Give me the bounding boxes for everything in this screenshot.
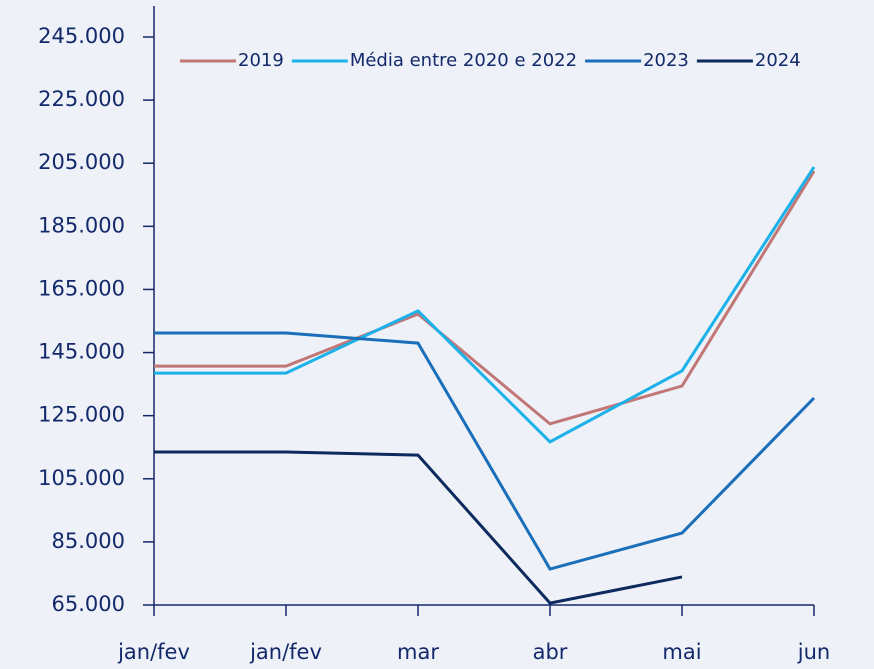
x-tick-label: mar xyxy=(397,640,439,664)
x-tick-label: abr xyxy=(533,640,568,664)
x-tick-label: mai xyxy=(662,640,701,664)
y-tick-label: 225.000 xyxy=(38,87,125,111)
y-tick-label: 145.000 xyxy=(38,340,125,364)
series-line xyxy=(154,166,816,444)
legend-label: 2024 xyxy=(755,50,801,71)
x-tick-label: jan/fev xyxy=(117,640,190,664)
legend-label: 2019 xyxy=(238,50,284,71)
x-tick-label: jan/fev xyxy=(249,640,322,664)
legend-label: 2023 xyxy=(643,50,689,71)
y-tick-label: 105.000 xyxy=(38,466,125,490)
y-tick-label: 185.000 xyxy=(38,213,125,237)
series-line xyxy=(154,331,816,571)
y-tick-label: 85.000 xyxy=(52,529,125,553)
y-tick-label: 165.000 xyxy=(38,276,125,300)
y-tick-label: 125.000 xyxy=(38,403,125,427)
x-tick-label: jun xyxy=(797,640,830,664)
y-tick-label: 205.000 xyxy=(38,150,125,174)
series-line xyxy=(154,170,816,426)
legend-label: Média entre 2020 e 2022 xyxy=(350,50,577,71)
y-tick-label: 245.000 xyxy=(38,24,125,48)
series-line xyxy=(154,450,683,605)
y-tick-label: 65.000 xyxy=(52,592,125,616)
